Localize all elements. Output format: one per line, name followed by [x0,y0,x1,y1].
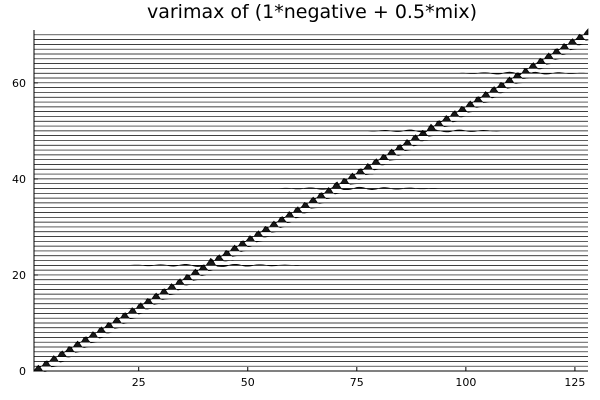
x-tick-label: 75 [350,376,364,389]
trace-line [34,52,588,60]
chart-title: varimax of (1*negative + 0.5*mix) [147,1,477,23]
trace-line [34,278,588,286]
trace-line [34,211,588,219]
trace-line [34,168,588,176]
trace-line [34,115,588,123]
trace-line [34,240,588,248]
trace-line [34,230,588,238]
trace-line [34,181,588,191]
trace-line [34,81,588,89]
trace-line [34,340,588,348]
trace-line [34,274,588,281]
trace-line [34,288,588,296]
trace-line [34,346,588,353]
trace-line [34,192,588,200]
trace-line [34,68,589,76]
trace-line [34,72,588,79]
trace-line [34,110,588,118]
trace-line [34,76,588,84]
trace-line [34,28,589,36]
trace-line [34,292,588,300]
trace-line [34,120,588,128]
trace-line [34,206,588,214]
trace-line [34,129,588,137]
trace-line [34,48,588,55]
y-tick-label: 60 [12,77,26,90]
x-tick-label: 100 [455,376,476,389]
trace-line [34,355,588,363]
trace-line [34,163,588,171]
x-tick-label: 125 [564,376,585,389]
x-tick-label: 50 [241,376,255,389]
trace-line [34,316,588,324]
x-tick-label: 25 [132,376,146,389]
trace-line [33,360,588,368]
y-tick-label: 0 [19,365,26,378]
trace-line [34,105,588,113]
trace-line [34,134,588,142]
trace-line [34,62,588,70]
trace-line [34,226,588,233]
trace-line [34,139,588,147]
trace-line [34,158,588,166]
trace-line [34,326,588,334]
trace-line [34,264,588,272]
trace-line [34,91,588,99]
trace-line [34,250,588,257]
trace-line [34,153,588,161]
x-ticks: 25 50 75 100 125 [132,367,585,389]
traces-group [33,28,589,373]
trace-line [34,178,588,185]
trace-line [34,257,588,267]
trace-line [34,100,588,108]
trace-line [34,312,588,320]
trace-line [34,172,588,180]
trace-line [34,244,588,252]
trace-line [34,38,588,46]
trace-line [34,220,588,228]
trace-line [34,216,588,224]
trace-line [34,307,588,315]
trace-line [34,331,588,339]
trace-line [34,302,588,310]
y-ticks: 0 20 40 60 [12,77,38,378]
trace-line [34,33,589,41]
trace-line [34,96,588,104]
trace-line [34,86,588,94]
trace-line [34,298,588,305]
trace-line [34,336,588,344]
trace-line [34,144,588,152]
trace-line [34,187,588,195]
trace-line [34,57,588,65]
trace-line [34,254,588,262]
y-tick-label: 20 [12,269,26,282]
trace-line [34,268,588,276]
trace-line [34,123,588,133]
trace-line [34,43,588,51]
trace-line [34,148,588,156]
trace-line [34,235,588,243]
trace-line [34,350,588,358]
trace-line [34,202,588,209]
trace-line [34,322,588,329]
y-tick-label: 40 [12,173,26,186]
